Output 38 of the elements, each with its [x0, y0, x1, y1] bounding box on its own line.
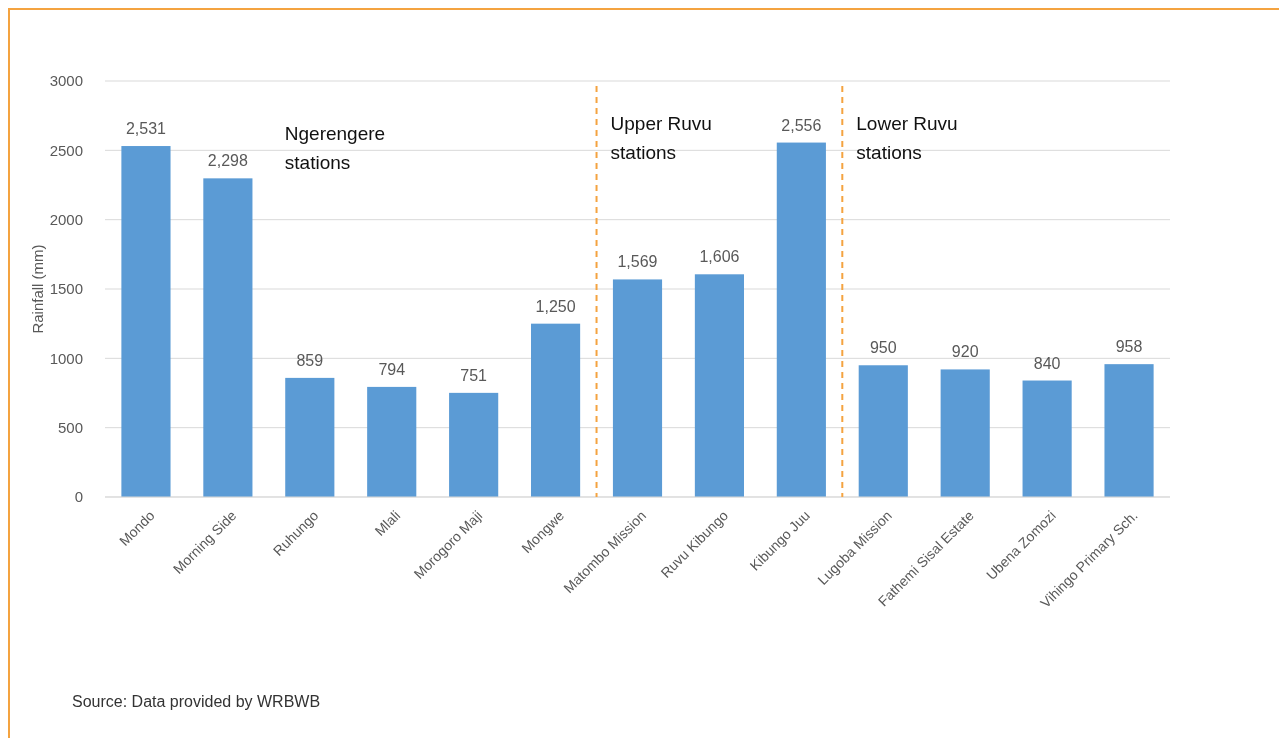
- bar: [285, 377, 335, 497]
- bar: [940, 369, 990, 497]
- y-tick-label: 2500: [49, 141, 83, 159]
- bar: [121, 146, 171, 497]
- data-label: 2,298: [207, 152, 248, 170]
- annotation: Lower Ruvu stations: [856, 113, 958, 163]
- bar: [858, 365, 908, 497]
- source-note: Source: Data provided by WRBWB: [72, 693, 321, 710]
- bar: [776, 142, 826, 497]
- y-tick-label: 0: [74, 488, 83, 506]
- data-label: 2,531: [125, 120, 167, 138]
- annotation: Upper Ruvu stations: [610, 113, 712, 163]
- bar: [1022, 380, 1072, 497]
- data-label: 1,606: [699, 248, 740, 266]
- data-label: 1,250: [535, 297, 576, 315]
- data-label: 950: [869, 339, 897, 357]
- bar: [694, 274, 744, 497]
- data-label: 751: [460, 366, 488, 384]
- data-label: 2,556: [781, 116, 822, 134]
- data-label: 840: [1033, 354, 1061, 372]
- bar: [203, 178, 253, 497]
- y-tick-label: 1500: [49, 280, 83, 298]
- y-tick-label: 3000: [49, 72, 83, 90]
- data-label: 1,569: [617, 253, 658, 271]
- y-axis-title: Rainfall (mm): [29, 244, 46, 334]
- data-label: 859: [296, 351, 324, 369]
- annotation: Ngerengere stations: [284, 123, 386, 173]
- y-tick-label: 1000: [49, 349, 83, 367]
- bar: [449, 392, 499, 497]
- bar: [531, 323, 581, 497]
- data-label: 920: [951, 343, 979, 361]
- bar: [367, 386, 417, 497]
- y-tick-label: 500: [57, 418, 83, 436]
- data-label: 794: [378, 360, 406, 378]
- y-tick-label: 2000: [49, 210, 83, 228]
- bar: [1104, 364, 1154, 497]
- bar: [612, 279, 663, 497]
- data-label: 958: [1115, 338, 1143, 356]
